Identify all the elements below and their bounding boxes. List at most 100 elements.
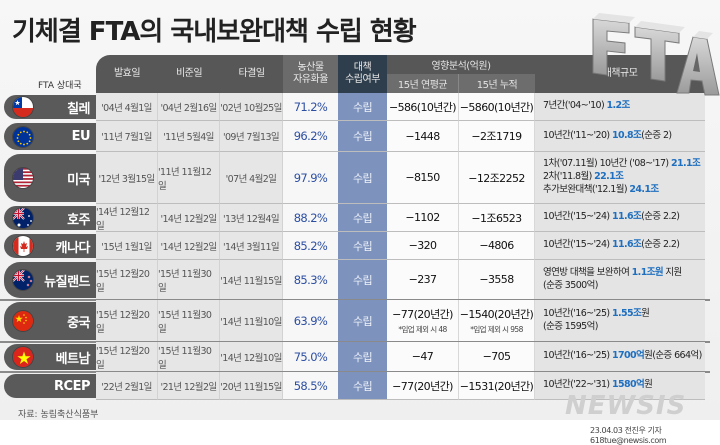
liberalization-rate-cell-text: 85.3% — [293, 272, 328, 287]
plan-amount-highlight: 1580억 — [611, 379, 645, 391]
established-status-cell-text: 수립 — [352, 273, 373, 287]
impact-annual-value: −1102 — [405, 211, 440, 224]
effective-date-cell-text: '11년 7월1일 — [101, 132, 152, 143]
concluded-date-cell: '07년 4월2일 — [220, 152, 283, 204]
plan-amount-highlight: 1.2조 — [606, 100, 631, 112]
country-label: 중국 — [4, 302, 96, 340]
effective-date-cell: '04년 4월1일 — [96, 93, 158, 121]
effective-date-cell: '14년 12월12일 — [96, 204, 158, 232]
plan-text-segment: 추가보완대책('12.1월) — [543, 183, 630, 195]
impact-cumulative-value: −1540(20년간) — [459, 308, 534, 321]
ratified-date-cell-text: '04년 2월16일 — [160, 102, 217, 114]
effective-date-cell-text: '12년 3월15일 — [98, 173, 155, 185]
ratified-date-cell: '11년 11월12일 — [158, 152, 220, 204]
new-zealand-flag-icon — [12, 269, 34, 291]
canada-flag-icon — [12, 235, 34, 257]
concluded-date-cell-text: '14년 11월10일 — [220, 316, 282, 328]
concluded-date-cell: '14년 11월15일 — [220, 260, 283, 300]
country-label: EU — [4, 123, 96, 150]
liberalization-rate-cell-text: 88.2% — [293, 210, 328, 225]
table-row: 중국 '15년 12월20일 '15년 11월30일 '14년 11월10일 63.9%… — [0, 300, 710, 342]
effective-date-cell: '15년 12월20일 — [96, 342, 158, 372]
plan-text-segment: 10년간('22~'31) — [543, 379, 612, 391]
plan-scale-cell: 1차('07.11월) 10년간 ('08~'17) 21.1조 2차('11.8… — [535, 152, 705, 204]
header-concluded-label: 타결일 — [238, 67, 265, 79]
liberalization-rate-cell: 88.2% — [283, 204, 338, 232]
impact-cumulative-note: *임업 제외 시 958 — [470, 325, 523, 334]
liberalization-rate-cell: 58.5% — [283, 372, 338, 400]
ratified-date-cell: '15년 11월30일 — [158, 260, 220, 300]
liberalization-rate-cell: 71.2% — [283, 93, 338, 121]
impact-annual-value: −47 — [411, 350, 434, 363]
established-status-cell-text: 수립 — [352, 130, 373, 143]
table-row: 베트남 '15년 12월20일 '15년 11월30일 '14년 12월10일 75.0… — [0, 342, 710, 372]
impact-cumulative-value: −12조2252 — [468, 171, 525, 185]
plan-text-segment: 10년간('16~'25) — [543, 307, 612, 319]
country-name: 호주 — [67, 212, 90, 228]
ratified-date-cell-text: '15년 11월30일 — [158, 268, 212, 294]
concluded-date-cell-text: '20년 11월15일 — [220, 381, 282, 393]
concluded-date-cell-text: '13년 12월4일 — [222, 213, 280, 225]
concluded-date-cell-text: '14년 11월15일 — [220, 275, 282, 287]
newsis-logo: NEWSIS — [565, 391, 687, 421]
ratified-date-cell-text: '21년 12월2일 — [160, 381, 217, 393]
impact-cumulative-value: −5860(10년간) — [459, 100, 534, 114]
ratified-date-cell-text: '15년 11월30일 — [158, 309, 212, 335]
plan-scale-text: 영연방 대책을 보완하여 1.1조원 지원 (순증 3500억) — [543, 267, 682, 293]
effective-date-cell-text: '14년 12월12일 — [96, 206, 150, 232]
plan-scale-cell: 10년간('16~'25) 1.55조원 (순증 1595억) — [535, 300, 705, 342]
effective-date-cell-text: '15년 1월1일 — [101, 241, 152, 253]
ratified-date-cell: '21년 12월2일 — [158, 372, 220, 400]
plan-amount-highlight: 24.1조 — [629, 183, 659, 195]
concluded-date-cell-text: '09년 7월13일 — [222, 132, 280, 143]
impact-cumulative-cell: −2조1719 — [459, 121, 535, 152]
plan-text-segment: 10년간('11~'20) — [543, 129, 612, 141]
ratified-date-cell: '14년 12월2일 — [158, 232, 220, 260]
header-impact-annual: 15년 연평균 — [387, 74, 459, 93]
impact-cumulative-value: −4806 — [479, 239, 514, 252]
ratified-date-cell-text: '11년 5월4일 — [163, 132, 214, 143]
fta-3d-logo-icon — [592, 13, 720, 96]
effective-date-cell-text: '15년 12월20일 — [96, 345, 150, 371]
impact-annual-cell: −77(20년간) *임업 제외 시 48 — [387, 300, 459, 342]
plan-scale-text: 10년간('16~'25) 1700억원(순증 664억) — [543, 350, 702, 363]
country-name: 중국 — [67, 315, 90, 331]
table-row: 호주 '14년 12월12일 '14년 12월2일 '13년 12월4일 88.2% 수립… — [0, 204, 710, 232]
impact-annual-value: −586(10년간) — [388, 100, 457, 114]
usa-flag-icon — [12, 167, 34, 189]
ratified-date-cell-text: '14년 12월2일 — [160, 213, 217, 225]
country-name: 뉴질랜드 — [44, 274, 90, 290]
header-scale: 대책규모 — [535, 55, 705, 93]
plan-scale-text: 7년간('04~'10) 1.2조 — [543, 100, 630, 113]
ratified-date-cell-text: '15년 11월30일 — [158, 345, 212, 371]
chile-flag-icon — [12, 96, 34, 118]
table-row: RCEP '22년 2월1일 '21년 12월2일 '20년 11월15일 58.5% 수… — [0, 372, 710, 400]
country-name: 미국 — [67, 172, 90, 188]
source-note: 자료: 농림축산식품부 — [18, 410, 99, 420]
plan-scale-text: 10년간('22~'31) 1580억원 — [543, 379, 653, 392]
plan-text-segment: 10년간('15~'24) — [543, 211, 612, 223]
impact-cumulative-value: −2조1719 — [471, 130, 522, 143]
effective-date-cell-text: '15년 12월20일 — [96, 268, 150, 294]
impact-cumulative-cell: −3558 — [459, 260, 535, 300]
table-row: 미국 '12년 3월15일 '11년 11월12일 '07년 4월2일 97.9% 수립 −… — [0, 152, 710, 204]
impact-annual-cell: −1448 — [387, 121, 459, 152]
established-status-cell-text: 수립 — [352, 314, 373, 328]
plan-scale-text: 10년간('11~'20) 10.8조(순증 2) — [543, 130, 672, 143]
impact-cumulative-cell: −705 — [459, 342, 535, 372]
header-impact: 영향분석(억원) — [387, 55, 535, 74]
concluded-date-cell-text: '02년 10월25일 — [220, 102, 282, 114]
effective-date-cell: '15년 12월20일 — [96, 300, 158, 342]
effective-date-cell-text: '22년 2월1일 — [101, 381, 152, 393]
liberalization-rate-cell-text: 63.9% — [293, 313, 328, 328]
effective-date-cell: '12년 3월15일 — [96, 152, 158, 204]
plan-text-segment: (순증 1595억) — [543, 320, 598, 332]
impact-cumulative-cell: −5860(10년간) — [459, 93, 535, 121]
concluded-date-cell: '02년 10월25일 — [220, 93, 283, 121]
china-flag-icon — [12, 310, 34, 332]
country-label: 호주 — [4, 206, 96, 230]
impact-cumulative-cell: −4806 — [459, 232, 535, 260]
established-status-cell-text: 수립 — [352, 100, 373, 114]
liberalization-rate-cell: 63.9% — [283, 300, 338, 342]
effective-date-cell-text: '15년 12월20일 — [96, 309, 150, 335]
